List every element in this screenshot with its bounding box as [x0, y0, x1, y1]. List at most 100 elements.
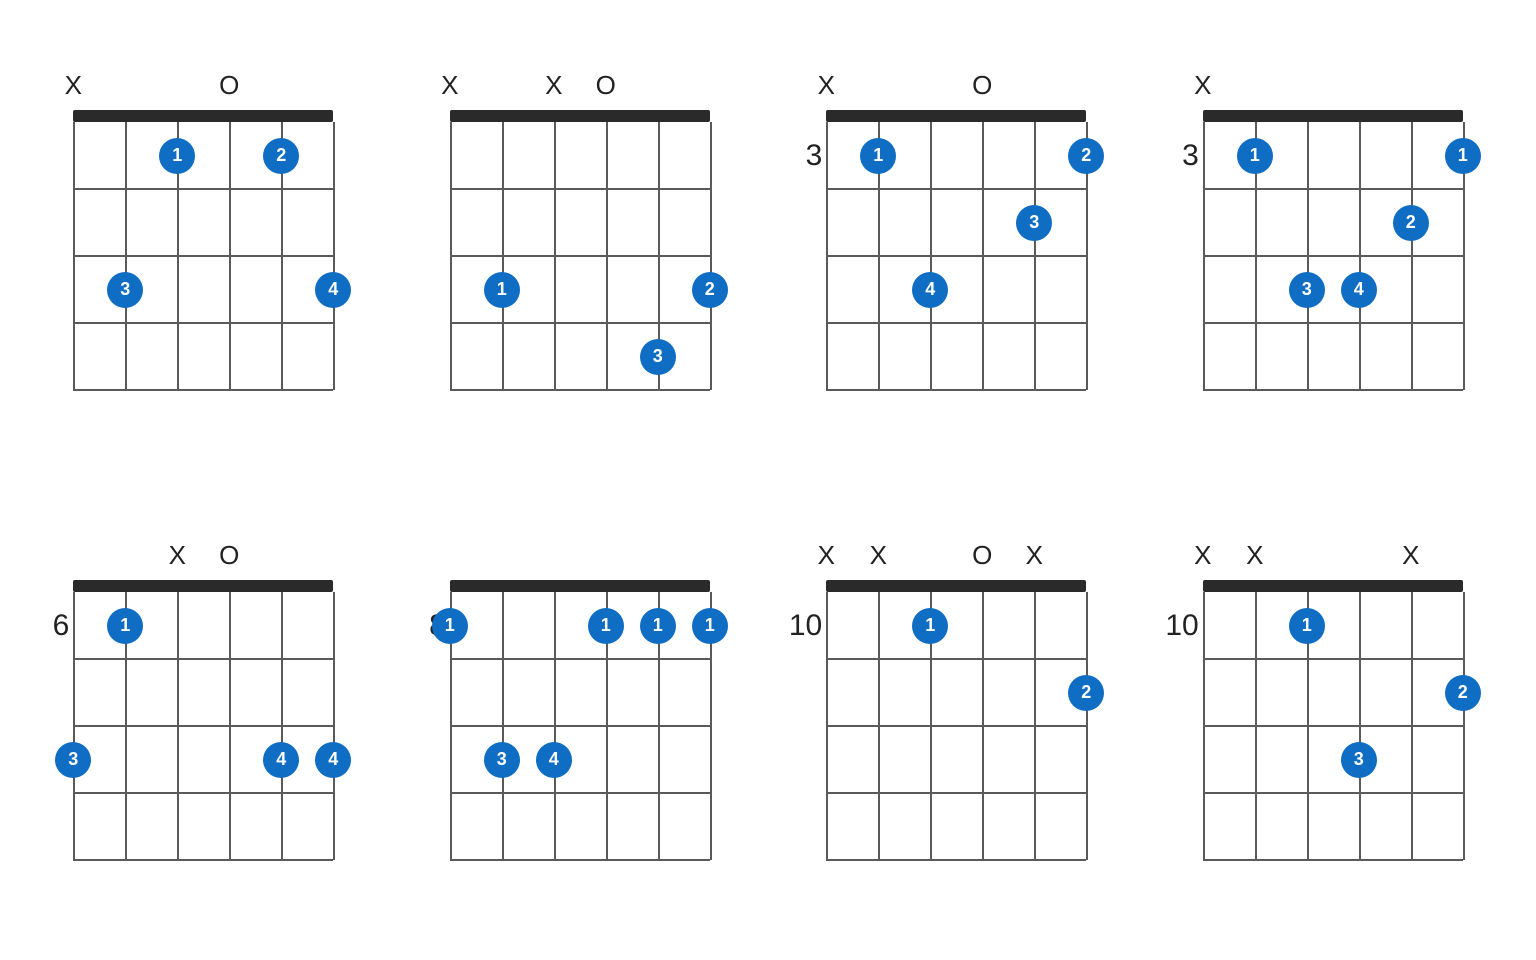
string-line [878, 592, 880, 860]
string-line [1411, 592, 1413, 860]
finger-dot: 4 [315, 272, 351, 308]
string-line [606, 122, 608, 390]
starting-fret-label: 6 [29, 611, 69, 641]
mute-marker: X [1182, 70, 1224, 101]
open-marker: O [961, 70, 1003, 101]
finger-dot: 4 [536, 742, 572, 778]
mute-marker: X [805, 70, 847, 101]
string-line [1255, 592, 1257, 860]
chord-diagram-7: 10XXOX12 [826, 540, 1086, 900]
fret-line [73, 658, 333, 660]
fret-line [1203, 322, 1463, 324]
string-line [502, 122, 504, 390]
finger-dot: 4 [912, 272, 948, 308]
finger-dot: 2 [1445, 675, 1481, 711]
finger-dot: 2 [692, 272, 728, 308]
fret-grid: 123 [1203, 592, 1463, 860]
finger-dot: 3 [1341, 742, 1377, 778]
string-line [1411, 122, 1413, 390]
mute-marker: X [533, 70, 575, 101]
fret-grid: 11234 [1203, 122, 1463, 390]
string-line [1034, 122, 1036, 390]
finger-dot: 1 [159, 138, 195, 174]
string-line [554, 122, 556, 390]
fret-line [450, 658, 710, 660]
finger-dot: 1 [912, 608, 948, 644]
string-headers: XO [73, 540, 333, 576]
fret-line [826, 389, 1086, 391]
string-headers: XO [826, 70, 1086, 106]
nut [73, 110, 333, 122]
finger-dot: 1 [1289, 608, 1325, 644]
finger-dot: 2 [263, 138, 299, 174]
string-headers: XXX [1203, 540, 1463, 576]
fret-line [450, 255, 710, 257]
nut [826, 110, 1086, 122]
mute-marker: X [52, 70, 94, 101]
chord-diagram-3: 3XO1234 [826, 70, 1086, 430]
string-line [125, 122, 127, 390]
string-line [1463, 592, 1465, 860]
fret-line [826, 322, 1086, 324]
finger-dot: 1 [640, 608, 676, 644]
fret-line [73, 389, 333, 391]
fretboard: 1234 [826, 110, 1086, 390]
mute-marker: X [1234, 540, 1276, 571]
string-headers: X [1203, 70, 1463, 106]
mute-marker: X [156, 540, 198, 571]
fret-line [450, 322, 710, 324]
string-headers [450, 540, 710, 576]
string-line [554, 592, 556, 860]
chord-diagram-2: XXO 123 [450, 70, 710, 430]
string-headers: XXO [450, 70, 710, 106]
mute-marker: X [429, 70, 471, 101]
finger-dot: 3 [484, 742, 520, 778]
open-marker: O [961, 540, 1003, 571]
starting-fret-label: 10 [782, 611, 822, 641]
mute-marker: X [1013, 540, 1055, 571]
string-line [1203, 592, 1205, 860]
chord-diagram-6: 8111134 [450, 540, 710, 900]
string-line [1203, 122, 1205, 390]
finger-dot: 2 [1393, 205, 1429, 241]
fretboard: 123 [450, 110, 710, 390]
fret-grid: 111134 [450, 592, 710, 860]
string-line [450, 122, 452, 390]
starting-fret-label: 10 [1159, 611, 1199, 641]
string-line [710, 122, 712, 390]
nut [450, 580, 710, 592]
fret-line [73, 255, 333, 257]
finger-dot: 4 [263, 742, 299, 778]
string-line [229, 122, 231, 390]
string-line [1359, 592, 1361, 860]
fret-line [1203, 859, 1463, 861]
finger-dot: 4 [1341, 272, 1377, 308]
string-line [982, 122, 984, 390]
fret-line [73, 859, 333, 861]
nut [73, 580, 333, 592]
string-line [73, 592, 75, 860]
string-line [930, 122, 932, 390]
fret-line [1203, 725, 1463, 727]
fret-line [73, 725, 333, 727]
fret-line [73, 792, 333, 794]
fret-line [1203, 188, 1463, 190]
fretboard: 1234 [73, 110, 333, 390]
fret-line [450, 389, 710, 391]
starting-fret-label: 3 [1159, 141, 1199, 171]
fret-line [1203, 658, 1463, 660]
string-line [1086, 592, 1088, 860]
fret-line [1203, 389, 1463, 391]
fret-line [450, 792, 710, 794]
fret-line [1203, 792, 1463, 794]
string-line [333, 122, 335, 390]
chord-diagram-8: 10XXX123 [1203, 540, 1463, 900]
string-line [73, 122, 75, 390]
mute-marker: X [1390, 540, 1432, 571]
fret-grid: 1344 [73, 592, 333, 860]
nut [450, 110, 710, 122]
fret-line [450, 188, 710, 190]
fret-line [450, 859, 710, 861]
finger-dot: 1 [1237, 138, 1273, 174]
finger-dot: 3 [640, 339, 676, 375]
